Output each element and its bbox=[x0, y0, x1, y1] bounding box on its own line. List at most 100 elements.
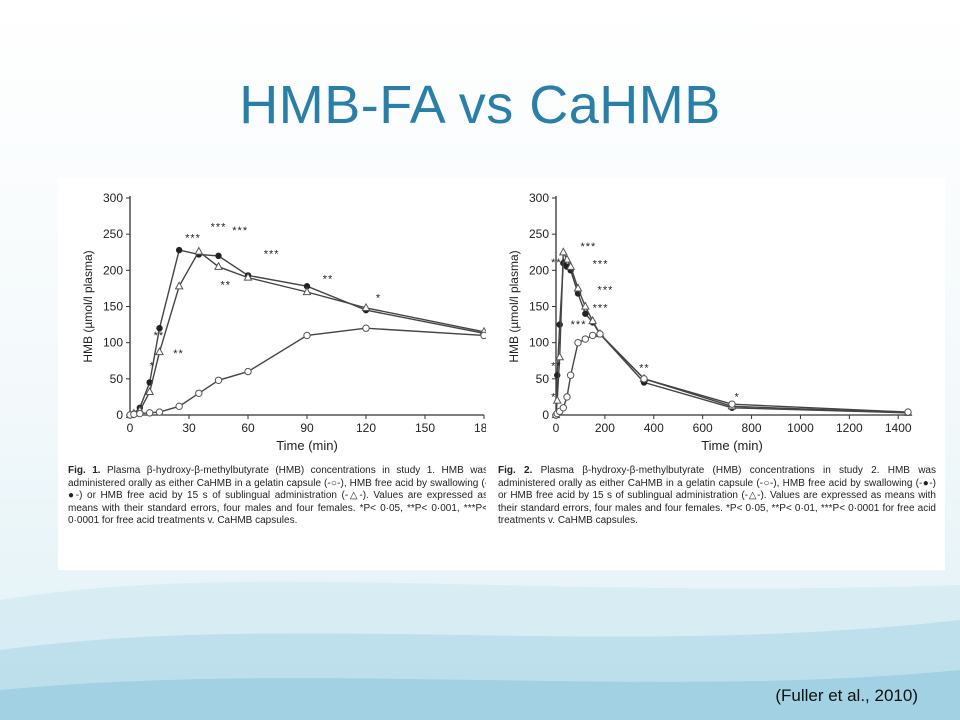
data-point-open-triangle bbox=[573, 283, 583, 292]
data-point-filled-circle bbox=[175, 246, 183, 254]
significance-marker: * bbox=[551, 392, 556, 404]
y-tick-label: 150 bbox=[529, 300, 549, 314]
figure-2-chart: 0 50 100 150 200 250 300 0 200 400 600 800 1000 1200 1… bbox=[507, 191, 913, 453]
significance-marker: *** bbox=[593, 303, 609, 315]
figure-1-panel: 0 50 100 150 200 250 300 0 30 60 90 120 150 180 Time (… bbox=[58, 178, 488, 570]
significance-marker: * bbox=[734, 392, 739, 404]
y-tick-label: 0 bbox=[116, 408, 123, 422]
significance-marker: ** bbox=[551, 360, 562, 372]
data-point-open-circle bbox=[904, 408, 912, 416]
x-tick-label: 1200 bbox=[836, 421, 863, 435]
y-tick-label: 50 bbox=[110, 372, 124, 386]
citation: (Fuller et al., 2010) bbox=[775, 686, 918, 705]
x-tick-label: 800 bbox=[742, 421, 762, 435]
figure-1-caption: Fig. 1. Plasma β-hydroxy-β-methylbutyrat… bbox=[68, 465, 488, 528]
data-point-open-circle bbox=[559, 404, 568, 412]
data-point-open-triangle bbox=[361, 302, 371, 312]
data-point-open-circle bbox=[588, 331, 597, 340]
significance-marker: ** bbox=[639, 363, 650, 375]
significance-marker: *** bbox=[211, 222, 227, 234]
significance-marker: ** bbox=[173, 348, 184, 360]
significance-marker: *** bbox=[551, 257, 567, 269]
data-point-open-circle bbox=[244, 367, 252, 376]
figure-1-caption-label: Fig. 1. bbox=[68, 465, 101, 476]
x-tick-label: 1000 bbox=[787, 421, 814, 435]
data-point-filled-circle bbox=[215, 252, 222, 260]
data-point-open-circle bbox=[195, 389, 203, 398]
significance-marker: ** bbox=[154, 330, 165, 342]
data-point-open-triangle bbox=[562, 254, 572, 263]
significance-marker: ** bbox=[220, 279, 231, 291]
data-point-open-triangle bbox=[155, 347, 164, 356]
y-tick-label: 250 bbox=[103, 227, 123, 241]
y-axis-label: HMB (µmol/l plasma) bbox=[81, 250, 95, 362]
significance-marker: ** bbox=[323, 274, 334, 286]
data-point-open-triangle bbox=[214, 261, 223, 270]
series-line-open-triangle bbox=[555, 249, 909, 416]
x-tick-label: 150 bbox=[415, 421, 435, 435]
data-point-open-circle bbox=[155, 408, 164, 416]
data-point-open-circle bbox=[175, 402, 183, 411]
x-axis-label: Time (min) bbox=[701, 438, 763, 453]
data-point-open-circle bbox=[563, 393, 571, 401]
data-point-filled-circle bbox=[303, 283, 311, 290]
slide-title: HMB-FA vs CaHMB bbox=[239, 75, 721, 135]
x-tick-label: 200 bbox=[595, 421, 615, 435]
x-tick-label: 30 bbox=[182, 421, 196, 435]
data-point-open-circle bbox=[596, 330, 604, 338]
figure-1-caption-text: Plasma β-hydroxy-β-methylbutyrate (HMB) … bbox=[68, 465, 488, 527]
y-tick-label: 50 bbox=[536, 372, 550, 386]
data-point-open-triangle bbox=[174, 281, 184, 290]
figure-2-caption-text: Plasma β-hydroxy-β-methylbutyrate (HMB) … bbox=[498, 465, 936, 527]
data-point-open-circle bbox=[640, 375, 648, 383]
data-point-open-triangle bbox=[580, 301, 590, 310]
data-point-filled-circle bbox=[556, 321, 563, 328]
significance-marker: *** bbox=[593, 258, 609, 270]
data-point-open-circle bbox=[566, 371, 575, 379]
x-tick-label: 1400 bbox=[885, 421, 912, 435]
x-tick-label: 180 bbox=[474, 421, 488, 435]
significance-marker: *** bbox=[185, 232, 201, 244]
data-point-open-circle bbox=[728, 400, 736, 408]
x-tick-label: 600 bbox=[693, 421, 713, 435]
data-point-open-triangle bbox=[555, 352, 565, 361]
significance-marker: *** bbox=[580, 241, 596, 253]
x-tick-label: 400 bbox=[644, 421, 664, 435]
data-point-open-triangle bbox=[194, 246, 204, 255]
y-tick-label: 300 bbox=[103, 191, 123, 205]
data-point-open-circle bbox=[136, 409, 144, 418]
figure-2-caption-label: Fig. 2. bbox=[498, 465, 533, 476]
data-point-open-circle bbox=[574, 338, 582, 347]
y-tick-label: 100 bbox=[529, 336, 549, 350]
significance-marker: *** bbox=[264, 248, 280, 260]
significance-marker: * bbox=[150, 360, 155, 372]
y-tick-label: 300 bbox=[529, 191, 549, 205]
data-point-open-circle bbox=[130, 410, 138, 418]
x-tick-label: 90 bbox=[300, 421, 314, 435]
figure-2-caption: Fig. 2. Plasma β-hydroxy-β-methylbutyrat… bbox=[498, 465, 936, 528]
x-tick-label: 60 bbox=[241, 421, 255, 435]
x-tick-label: 0 bbox=[127, 421, 134, 435]
significance-marker: *** bbox=[598, 284, 614, 296]
figure-2-panel: 0 50 100 150 200 250 300 0 200 400 600 800 1000 1200 1… bbox=[486, 178, 945, 570]
y-tick-label: 150 bbox=[103, 300, 123, 314]
data-point-open-triangle bbox=[145, 386, 155, 395]
data-point-open-circle bbox=[145, 409, 154, 417]
y-tick-label: 0 bbox=[542, 408, 549, 422]
data-point-open-triangle bbox=[243, 272, 253, 281]
x-tick-label: 0 bbox=[553, 421, 560, 435]
figure-1-chart: 0 50 100 150 200 250 300 0 30 60 90 120 150 180 Time (… bbox=[81, 191, 488, 453]
significance-marker: *** bbox=[232, 225, 248, 237]
significance-marker: *** bbox=[571, 319, 587, 331]
data-point-open-circle bbox=[581, 335, 590, 343]
x-axis-label: Time (min) bbox=[276, 438, 338, 453]
data-point-open-triangle bbox=[302, 286, 312, 296]
y-tick-label: 200 bbox=[103, 263, 123, 277]
data-point-open-triangle bbox=[552, 395, 562, 404]
data-point-open-circle bbox=[362, 324, 370, 332]
data-point-open-triangle bbox=[558, 247, 568, 256]
y-tick-label: 100 bbox=[103, 336, 123, 350]
y-tick-label: 200 bbox=[529, 263, 549, 277]
y-tick-label: 250 bbox=[529, 227, 549, 241]
